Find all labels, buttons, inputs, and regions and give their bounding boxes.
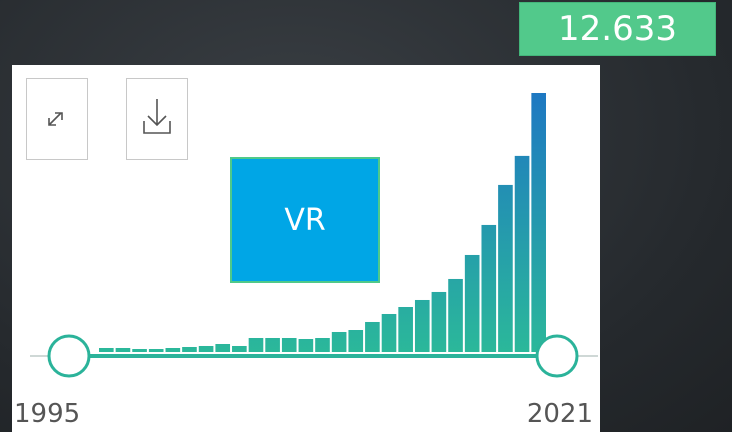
range-handle[interactable] [535,334,579,378]
bar [232,345,247,352]
bar [148,349,164,352]
bar [448,278,463,352]
bar [398,306,413,352]
bar [248,337,264,352]
bar [165,348,181,352]
bar [514,155,530,352]
bar [381,313,397,352]
bar [315,337,330,352]
vr-label: VR [230,157,380,283]
range-start-label: 1995 [14,399,80,429]
bar [182,346,197,352]
max-value-label: 12.633 [519,2,716,56]
bar [132,349,147,352]
bar [431,291,447,352]
bar [481,224,497,352]
download-icon [143,99,171,134]
bar [414,299,430,352]
bar [331,331,347,352]
download-button[interactable] [126,78,188,160]
range-end-label: 2021 [527,399,593,429]
bar [464,254,480,352]
bar [265,337,280,352]
expand-button[interactable] [26,78,88,160]
bar [498,184,513,352]
bar [531,93,546,352]
bar [365,321,380,352]
bar [99,348,114,352]
bar [298,339,314,352]
bar [348,330,364,352]
range-handle[interactable] [47,334,91,378]
bar [198,345,214,352]
bar [215,344,231,352]
bar [281,337,297,352]
bar [115,348,131,352]
expand-icon [48,112,63,126]
